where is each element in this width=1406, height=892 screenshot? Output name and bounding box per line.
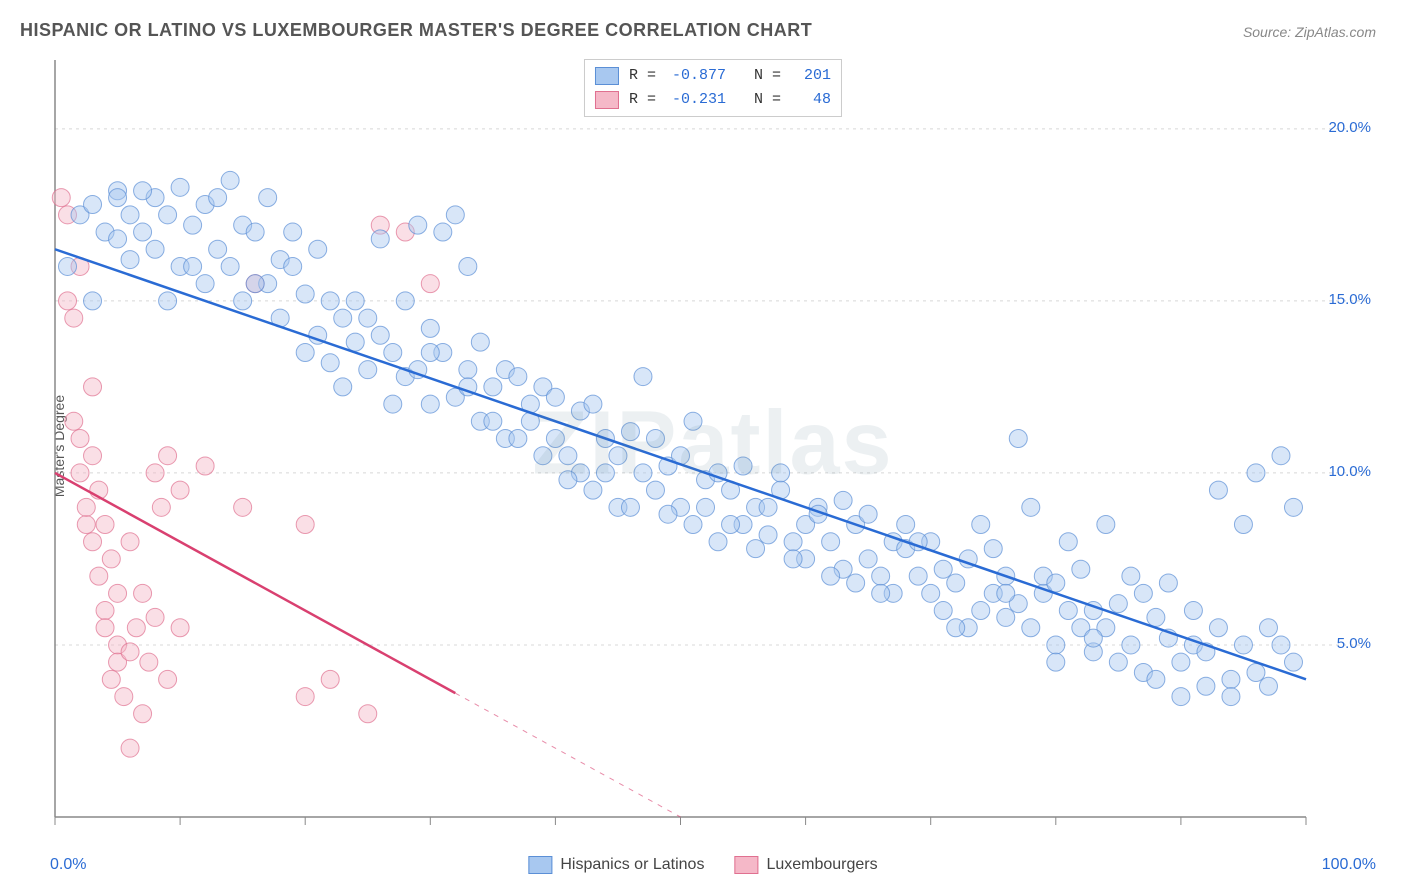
legend-label-hispanic: Hispanics or Latinos bbox=[560, 856, 704, 874]
r-label: R = bbox=[629, 64, 656, 88]
r-value-hispanic: -0.877 bbox=[666, 64, 726, 88]
legend-series: Hispanics or Latinos Luxembourgers bbox=[528, 856, 877, 874]
r-value-luxembourger: -0.231 bbox=[666, 88, 726, 112]
x-axis-max-label: 100.0% bbox=[1322, 856, 1376, 874]
legend-swatch-luxembourger-icon bbox=[734, 856, 758, 874]
legend-correlation-box: R = -0.877 N = 201 R = -0.231 N = 48 bbox=[584, 59, 842, 117]
y-tick-label: 10.0% bbox=[1328, 463, 1371, 480]
source-label: Source: bbox=[1243, 24, 1291, 40]
legend-swatch-hispanic bbox=[595, 67, 619, 85]
chart-svg bbox=[50, 55, 1376, 832]
y-tick-label: 15.0% bbox=[1328, 291, 1371, 308]
r-label: R = bbox=[629, 88, 656, 112]
chart-area: ZIPatlas R = -0.877 N = 201 R = -0.231 N… bbox=[50, 55, 1376, 832]
y-tick-label: 5.0% bbox=[1337, 635, 1371, 652]
legend-item-luxembourger: Luxembourgers bbox=[734, 856, 877, 874]
n-value-hispanic: 201 bbox=[791, 64, 831, 88]
n-value-luxembourger: 48 bbox=[791, 88, 831, 112]
n-label: N = bbox=[736, 88, 781, 112]
legend-swatch-luxembourger bbox=[595, 91, 619, 109]
legend-swatch-hispanic-icon bbox=[528, 856, 552, 874]
n-label: N = bbox=[736, 64, 781, 88]
x-axis-min-label: 0.0% bbox=[50, 856, 86, 874]
legend-row-hispanic: R = -0.877 N = 201 bbox=[595, 64, 831, 88]
y-tick-label: 20.0% bbox=[1328, 119, 1371, 136]
source-attribution: Source: ZipAtlas.com bbox=[1243, 24, 1376, 40]
legend-row-luxembourger: R = -0.231 N = 48 bbox=[595, 88, 831, 112]
chart-title: HISPANIC OR LATINO VS LUXEMBOURGER MASTE… bbox=[20, 20, 812, 41]
legend-item-hispanic: Hispanics or Latinos bbox=[528, 856, 704, 874]
legend-label-luxembourger: Luxembourgers bbox=[766, 856, 877, 874]
source-name: ZipAtlas.com bbox=[1295, 24, 1376, 40]
